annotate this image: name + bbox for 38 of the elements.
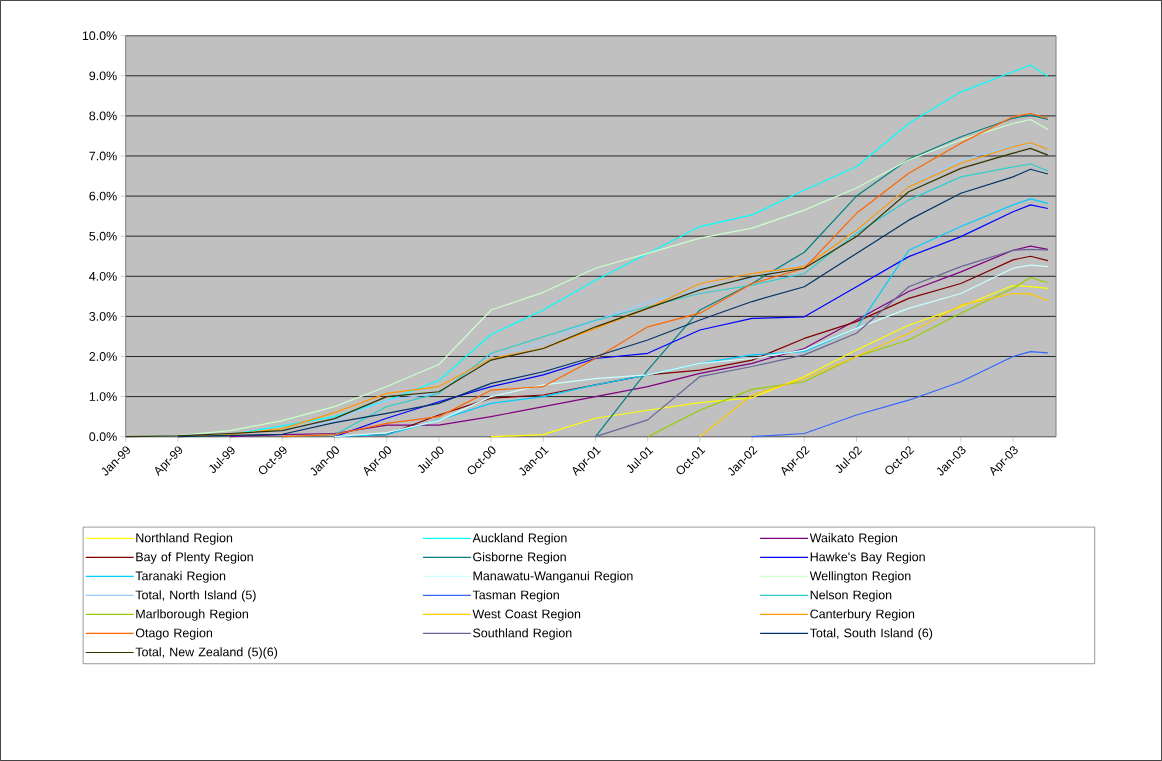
legend-label: West Coast Region: [472, 609, 581, 621]
legend-label: Waikato Region: [809, 533, 898, 545]
legend-label: Nelson Region: [810, 590, 892, 602]
legend-label: Manawatu-Wanganui Region: [473, 571, 633, 583]
y-tick-label: 8.0%: [89, 111, 117, 121]
legend-label: Marlborough Region: [136, 609, 248, 621]
line-series: [490, 284, 1049, 438]
y-tick-label: 9.0%: [89, 71, 117, 81]
legend-label: Total, South Island (6): [809, 628, 933, 640]
legend-label: Canterbury Region: [810, 609, 915, 621]
legend-label: Bay of Plenty Region: [136, 552, 253, 564]
legend-label: Wellington Region: [809, 571, 911, 583]
line-series: [229, 245, 1049, 438]
line-series: [594, 114, 1049, 438]
y-tick-label: 7.0%: [89, 151, 117, 161]
legend-label: Total, North Island (5): [135, 590, 256, 602]
y-tick-label: 6.0%: [89, 191, 117, 201]
legend-label: Tasman Region: [472, 590, 559, 602]
line-series: [751, 351, 1049, 438]
y-tick-label: 2.0%: [89, 352, 117, 361]
y-tick-label: 4.0%: [89, 271, 117, 281]
y-tick-label: 0.0%: [89, 432, 117, 442]
legend-label: Northland Region: [136, 533, 233, 545]
legend-label: Auckland Region: [472, 533, 567, 545]
y-tick-label: 1.0%: [89, 392, 117, 401]
line-series: [594, 248, 1049, 438]
line-series: [281, 112, 1049, 438]
legend-label: Southland Region: [473, 628, 572, 640]
y-tick-label: 5.0%: [89, 231, 117, 241]
line-series: [647, 276, 1049, 438]
legend-label: Gisborne Region: [473, 552, 566, 564]
legend-label: Taranaki Region: [135, 571, 226, 583]
legend-label: Total, New Zealand (5)(6): [135, 647, 278, 659]
y-tick-label: 10.0%: [82, 31, 117, 41]
legend-label: Otago Region: [135, 628, 213, 640]
line-series: [699, 292, 1049, 438]
y-tick-label: 3.0%: [89, 311, 117, 321]
legend-label: Hawke's Bay Region: [810, 552, 925, 564]
